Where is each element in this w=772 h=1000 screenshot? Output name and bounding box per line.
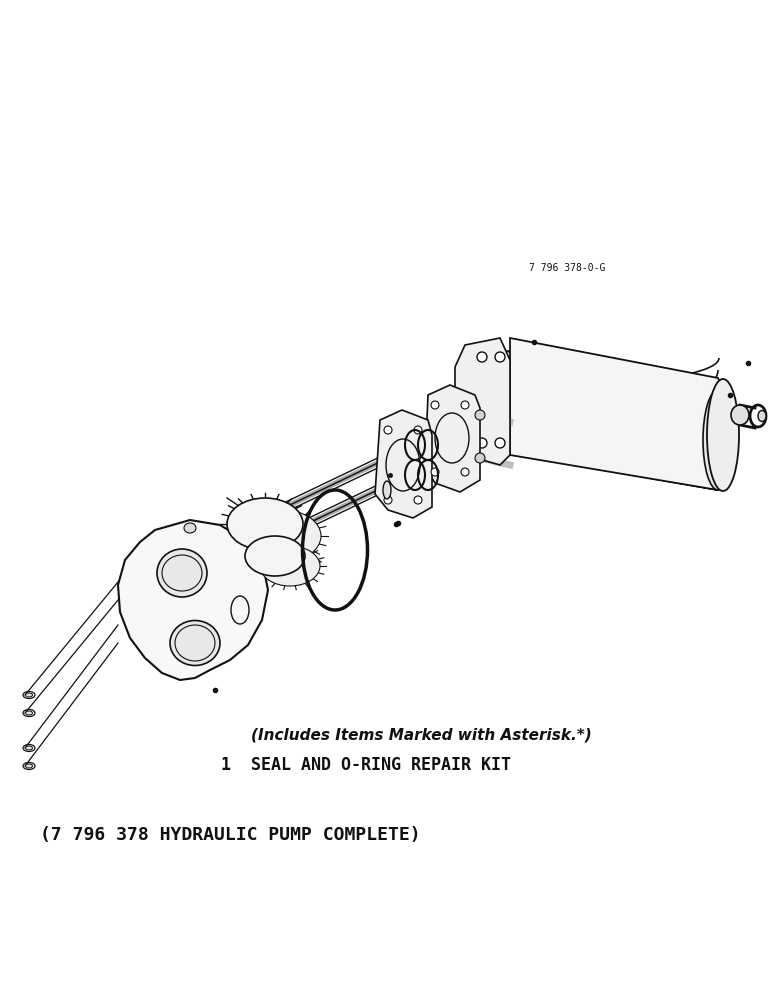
Ellipse shape	[477, 352, 487, 362]
Ellipse shape	[758, 410, 766, 422]
Ellipse shape	[384, 496, 392, 504]
Ellipse shape	[495, 352, 505, 362]
Text: (Includes Items Marked with Asterisk.*): (Includes Items Marked with Asterisk.*)	[251, 728, 591, 742]
Ellipse shape	[227, 498, 303, 550]
Text: (7 796 378 HYDRAULIC PUMP COMPLETE): (7 796 378 HYDRAULIC PUMP COMPLETE)	[40, 826, 421, 844]
Polygon shape	[510, 338, 728, 490]
Ellipse shape	[431, 468, 439, 476]
Ellipse shape	[461, 468, 469, 476]
Ellipse shape	[461, 401, 469, 409]
Ellipse shape	[475, 453, 485, 463]
Ellipse shape	[157, 549, 207, 597]
Text: SEAL AND O-RING REPAIR KIT: SEAL AND O-RING REPAIR KIT	[251, 756, 511, 774]
Polygon shape	[425, 385, 480, 492]
Ellipse shape	[475, 410, 485, 420]
Polygon shape	[375, 410, 432, 518]
Ellipse shape	[170, 620, 220, 666]
Ellipse shape	[431, 401, 439, 409]
Ellipse shape	[707, 379, 739, 491]
Ellipse shape	[25, 746, 32, 750]
Ellipse shape	[25, 764, 32, 768]
Polygon shape	[118, 520, 268, 680]
Polygon shape	[490, 348, 718, 490]
Ellipse shape	[25, 711, 32, 715]
Ellipse shape	[731, 405, 749, 425]
Ellipse shape	[25, 693, 32, 697]
Text: 7 796 378-0-G: 7 796 378-0-G	[529, 263, 605, 273]
Ellipse shape	[414, 426, 422, 434]
Polygon shape	[455, 338, 510, 465]
Ellipse shape	[184, 523, 196, 533]
Ellipse shape	[477, 438, 487, 448]
Text: 1: 1	[220, 756, 230, 774]
Ellipse shape	[475, 349, 505, 451]
Ellipse shape	[383, 481, 391, 499]
Ellipse shape	[245, 510, 321, 562]
Ellipse shape	[414, 496, 422, 504]
Ellipse shape	[245, 536, 305, 576]
Ellipse shape	[260, 546, 320, 586]
Ellipse shape	[384, 426, 392, 434]
Ellipse shape	[703, 390, 733, 490]
Ellipse shape	[495, 438, 505, 448]
